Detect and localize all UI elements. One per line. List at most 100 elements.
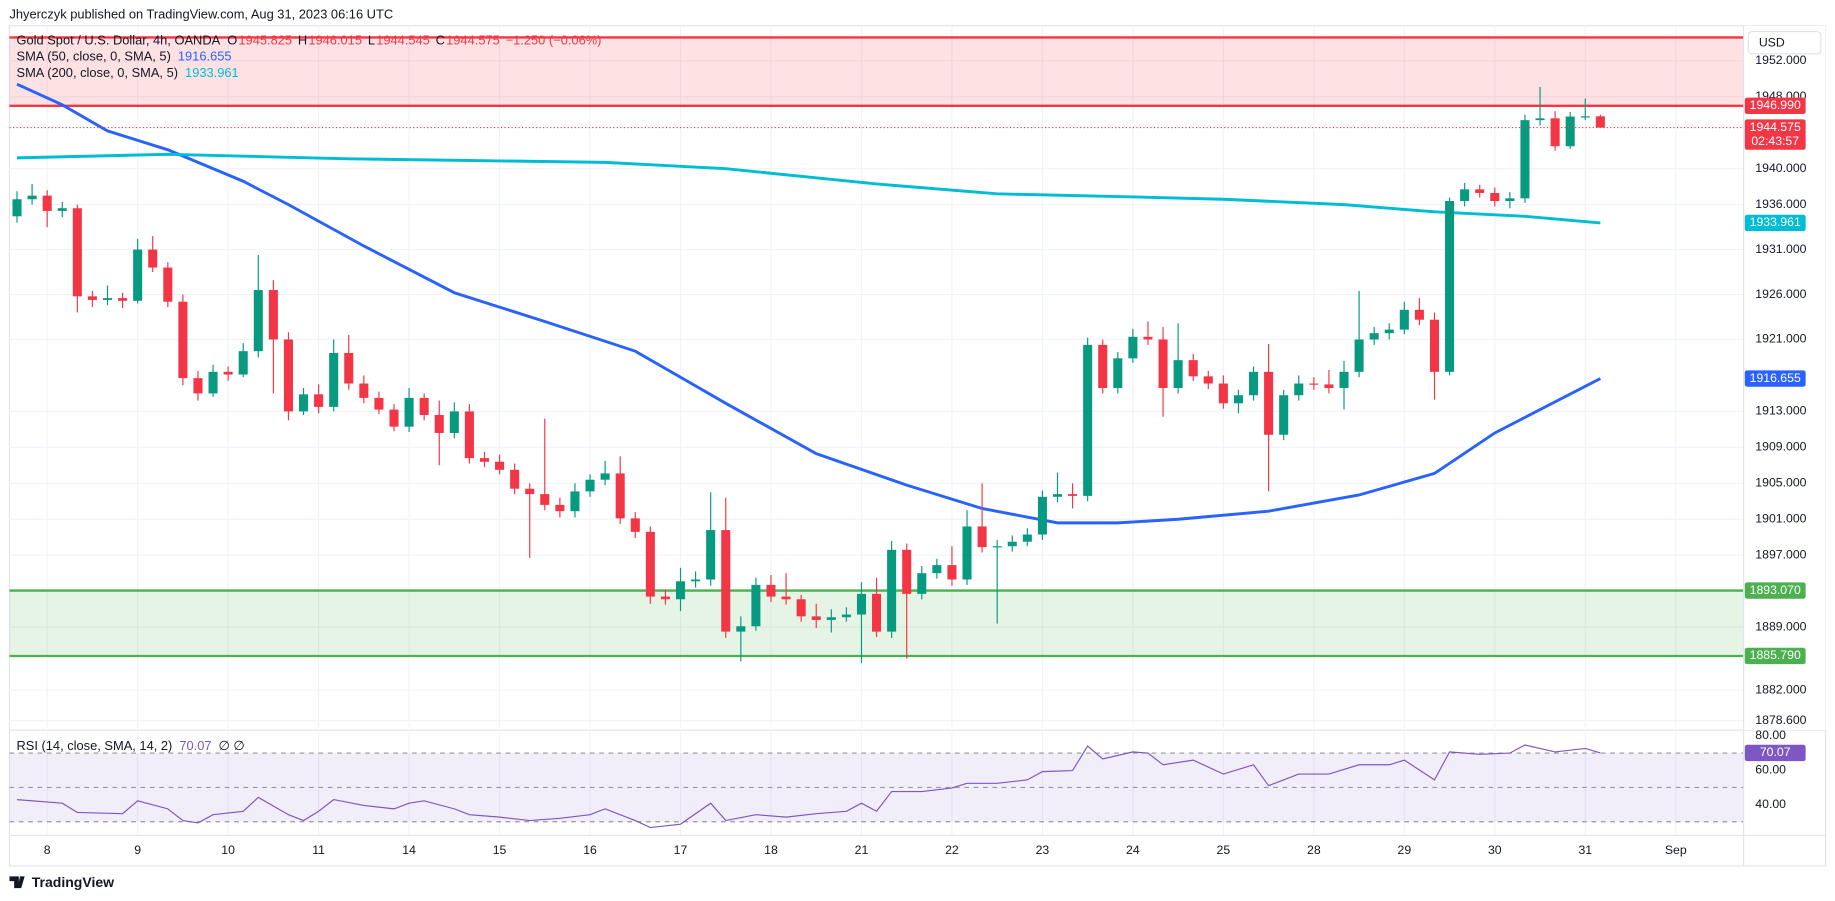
candle-body: [962, 526, 972, 580]
candle-body: [374, 397, 384, 410]
x-tick-label: Sep: [1665, 843, 1687, 857]
legend-ohlc-value: 1945.825: [238, 32, 292, 47]
candle-body: [419, 397, 429, 415]
candle-body: [1158, 339, 1168, 389]
candle-body: [1218, 383, 1228, 404]
candle-body: [947, 565, 957, 580]
candle-body: [1429, 319, 1440, 372]
x-tick-label: 10: [221, 843, 235, 857]
candle-body: [268, 290, 278, 340]
x-tick-label: 17: [674, 843, 688, 857]
rsi-legend-extra: ∅ ∅: [219, 738, 245, 753]
x-tick-label: 25: [1217, 843, 1231, 857]
candle-body: [1037, 496, 1047, 535]
rsi-tag: [1744, 744, 1806, 762]
candle-body: [751, 584, 761, 627]
candle-body: [615, 473, 625, 519]
candle-body: [660, 596, 670, 600]
candle-body: [208, 371, 218, 394]
candle-body: [1580, 116, 1590, 118]
legend-series-value: 1916.655: [178, 49, 232, 64]
candle-body: [1249, 371, 1259, 396]
candle-body: [118, 298, 128, 301]
candle-body: [1475, 189, 1485, 193]
legend-title: Gold Spot / U.S. Dollar, 4h, OANDA: [17, 32, 221, 47]
candle-body: [434, 414, 444, 433]
candle-body: [1595, 116, 1605, 128]
candle-body: [781, 596, 791, 600]
candle-body: [148, 249, 158, 268]
candle-body: [1113, 358, 1123, 389]
x-tick-label: 18: [764, 843, 778, 857]
x-tick-label: 22: [945, 843, 959, 857]
rsi-line: [16, 744, 1601, 829]
currency-button[interactable]: [1747, 31, 1822, 55]
tradingview-logo: [9, 876, 25, 889]
legend-ohlc-key: H: [298, 32, 307, 47]
candle-body: [27, 195, 37, 200]
y-tick-label: 1931.000: [1755, 242, 1806, 256]
candle-body: [736, 626, 746, 632]
candle-body: [1309, 383, 1319, 385]
candle-body: [479, 458, 490, 462]
legend-ohlc-key: O: [227, 32, 237, 47]
sma-line: [16, 152, 1601, 225]
candle-body: [1460, 189, 1470, 202]
candle-body: [1143, 336, 1153, 340]
rsi-tag-label: 70.07: [1760, 745, 1791, 759]
candle-body: [525, 488, 535, 495]
candle-body: [887, 549, 897, 632]
legend-ohlc-value: 1944.575: [446, 32, 500, 47]
price-tag-countdown: 02:43:57: [1751, 134, 1799, 148]
publisher-header: Jhyerczyk published on TradingView.com, …: [9, 7, 393, 22]
x-tick-label: 30: [1488, 843, 1502, 857]
candle-body: [1264, 371, 1274, 435]
chart-frame: [8, 25, 1827, 867]
y-tick-label: 1905.000: [1755, 476, 1806, 490]
zone: [9, 37, 1744, 106]
candle-body: [42, 195, 52, 211]
candle-body: [1098, 344, 1108, 389]
x-tick-label: 8: [44, 843, 51, 857]
candle-body: [585, 479, 595, 492]
candle-body: [223, 371, 233, 375]
candle-body: [706, 530, 716, 580]
y-tick-label: 1913.000: [1755, 404, 1806, 418]
candle-body: [1520, 120, 1530, 199]
candle-body: [977, 526, 987, 548]
candle-body: [1490, 192, 1500, 202]
candle-body: [1203, 376, 1213, 384]
candle-body: [902, 549, 912, 594]
candle-body: [87, 296, 97, 300]
candle-body: [872, 593, 882, 632]
candle-body: [314, 394, 324, 407]
candle-body: [645, 531, 655, 597]
candle-body: [1324, 384, 1334, 389]
candle-body: [344, 352, 354, 384]
candle-body: [1128, 336, 1138, 359]
candle-body: [796, 599, 806, 617]
y-tick-label: 1878.600: [1755, 713, 1806, 727]
price-tag-label: 1933.961: [1750, 215, 1801, 229]
candle-body: [404, 397, 414, 427]
candle-body: [178, 301, 188, 379]
candle-body: [570, 491, 580, 512]
tradingview-brand: TradingView: [32, 874, 114, 890]
rsi-legend: RSI (14, close, SMA, 14, 2): [17, 738, 173, 753]
x-tick-label: 14: [402, 843, 416, 857]
x-tick-label: 11: [312, 843, 325, 857]
candle-body: [1565, 116, 1575, 147]
x-tick-label: 21: [855, 843, 869, 857]
price-tag: [1744, 119, 1806, 150]
rsi-legend-value: 70.07: [179, 738, 211, 753]
candle-body: [464, 411, 474, 459]
candle-body: [1399, 309, 1409, 330]
candle-body: [992, 546, 1002, 548]
currency-label[interactable]: USD: [1759, 36, 1785, 50]
candle-body: [57, 208, 67, 211]
candle-body: [1083, 344, 1093, 496]
candle-body: [359, 383, 369, 398]
candle-body: [72, 208, 82, 297]
candle-body: [1007, 541, 1017, 547]
